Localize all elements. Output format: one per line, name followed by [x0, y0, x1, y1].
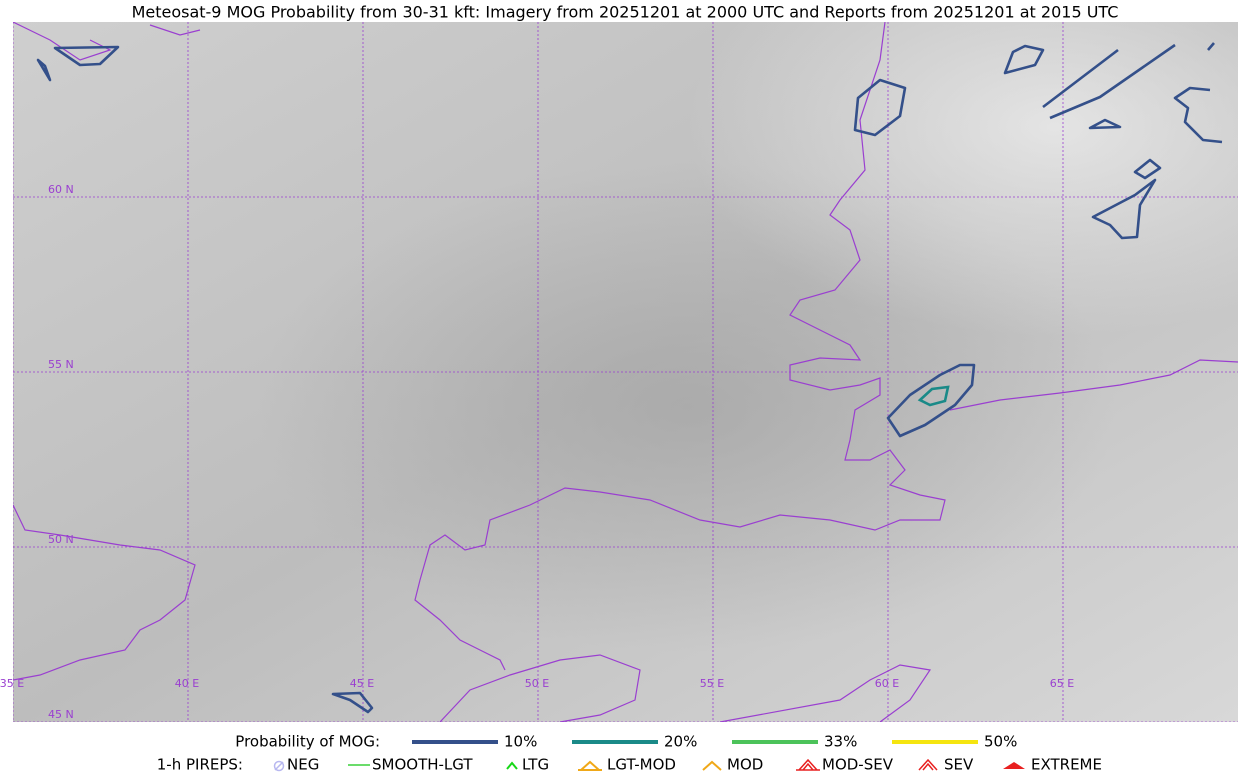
mog-contours	[36, 42, 1223, 714]
pirep-symbol	[796, 758, 820, 771]
legend-title: Probability of MOG:	[235, 733, 380, 751]
legend-label: SMOOTH-LGT	[372, 756, 473, 774]
longitude-label: 35 E	[0, 677, 24, 690]
latitude-label: 45 N	[48, 708, 74, 721]
longitude-label: 45 E	[350, 677, 374, 690]
latitude-label: 50 N	[48, 533, 74, 546]
legend-label: NEG	[287, 756, 319, 774]
latitude-label: 55 N	[48, 358, 74, 371]
coastline	[414, 22, 946, 671]
legend-label: 20%	[664, 733, 697, 751]
longitude-label: 55 E	[700, 677, 724, 690]
pirep-symbol	[273, 760, 285, 772]
pirep-icon	[506, 761, 518, 770]
contour-10	[886, 363, 976, 438]
contour-10	[331, 691, 374, 714]
legend-label: SEV	[944, 756, 974, 774]
pirep-icon	[273, 760, 285, 772]
pirep-symbol	[274, 761, 284, 771]
pirep-symbol	[918, 758, 938, 771]
pirep-icon	[702, 760, 722, 771]
legend-label: LGT-MOD	[607, 756, 676, 774]
longitude-label: 40 E	[175, 677, 199, 690]
pirep-symbol	[578, 760, 602, 771]
legend-label: MOD	[727, 756, 763, 774]
contour-10	[853, 78, 907, 137]
legend-title: 1-h PIREPS:	[157, 756, 243, 774]
contour-10	[36, 45, 120, 82]
map	[13, 22, 1238, 722]
pirep-symbol	[1003, 762, 1025, 769]
pirep-icon	[918, 758, 938, 771]
pirep-icon	[796, 758, 820, 771]
legend-label: 50%	[984, 733, 1017, 751]
coastline	[719, 664, 932, 722]
contour-10	[1091, 158, 1162, 240]
pirep-icon	[578, 760, 602, 771]
longitude-label: 65 E	[1050, 677, 1074, 690]
longitude-label: 60 E	[875, 677, 899, 690]
coastlines	[13, 22, 1238, 722]
coastline	[13, 504, 196, 681]
coastline	[949, 359, 1238, 411]
pirep-icon	[1003, 762, 1025, 769]
legend-label: LTG	[522, 756, 549, 774]
title: Meteosat-9 MOG Probability from 30-31 kf…	[132, 3, 1119, 22]
legend: Probability of MOG: 10% 20% 33% 50% 1-h PIREP…	[157, 733, 1102, 774]
latitude-label: 60 N	[48, 183, 74, 196]
contour-10	[1003, 42, 1223, 144]
pirep-symbol	[506, 761, 518, 770]
graticule	[13, 22, 1238, 722]
coastline	[439, 654, 641, 722]
legend-label: MOD-SEV	[822, 756, 894, 774]
legend-label: EXTREME	[1031, 756, 1102, 774]
legend-label: 33%	[824, 733, 857, 751]
pirep-symbol	[702, 760, 722, 771]
contour-20	[917, 385, 950, 407]
longitude-label: 50 E	[525, 677, 549, 690]
legend-label: 10%	[504, 733, 537, 751]
